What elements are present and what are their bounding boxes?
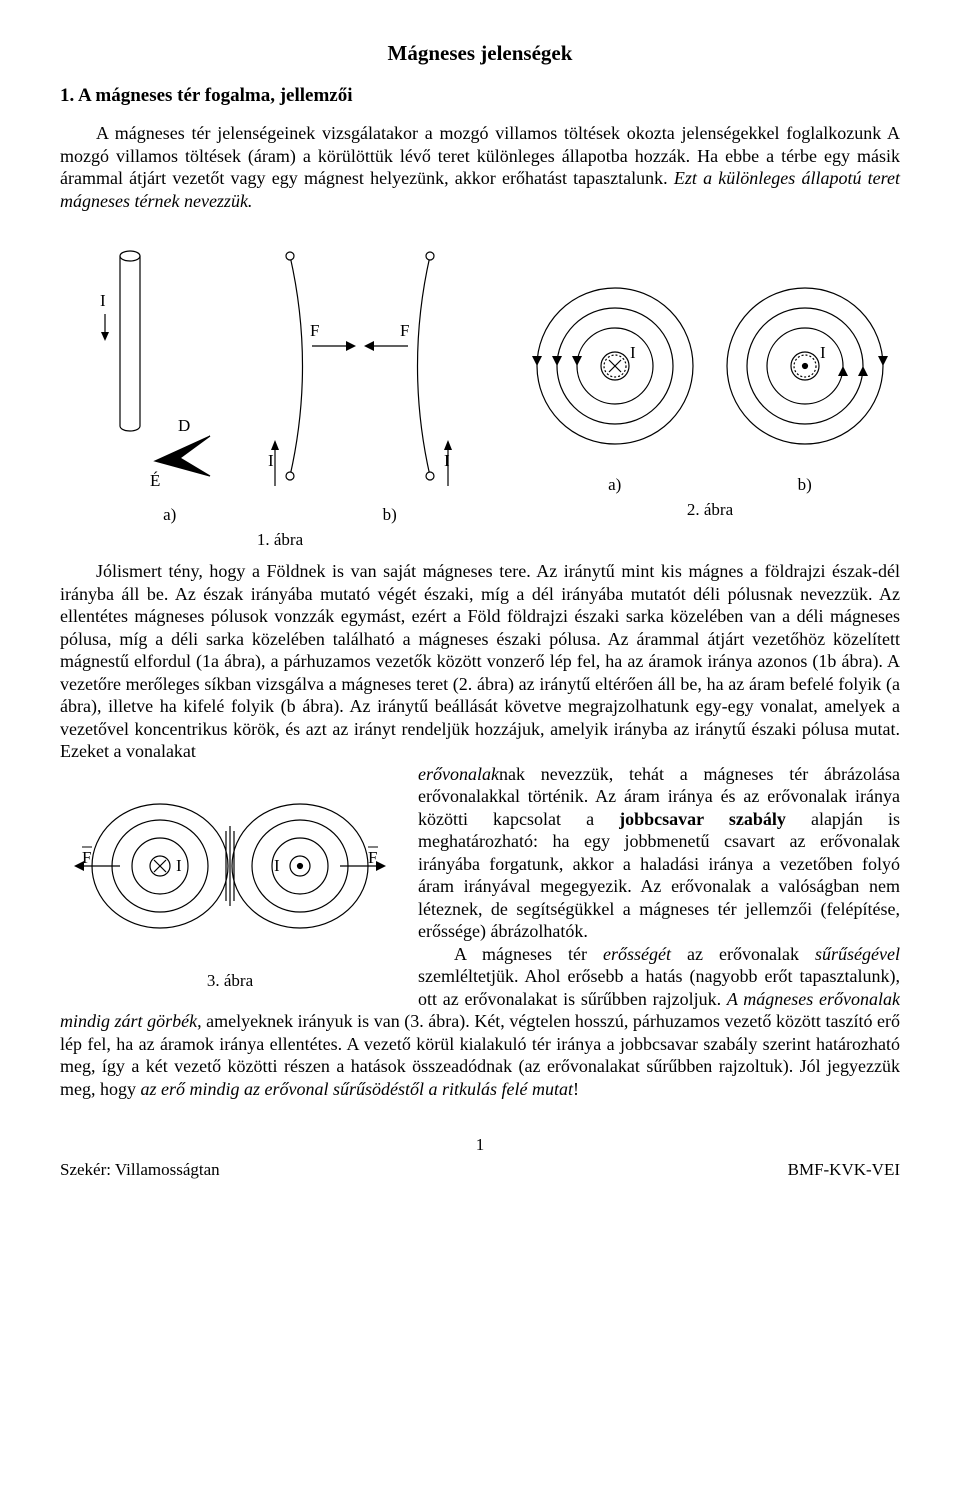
para3-text-1: A mágneses tér [454, 944, 603, 964]
svg-text:D: D [178, 416, 190, 435]
para2-text-1: Jólismert tény, hogy a Földnek is van sa… [60, 561, 900, 761]
para2-bold1: jobb­csavar szabály [619, 809, 786, 829]
fig2-caption: 2. ábra [520, 499, 900, 520]
paragraph-2-wrap: Jólismert tény, hogy a Földnek is van sa… [60, 560, 900, 1106]
footer-right: BMF-KVK-VEI [788, 1159, 900, 1180]
fig1-label-b: b) [383, 504, 397, 525]
paragraph-2: Jólismert tény, hogy a Földnek is van sa… [60, 560, 900, 763]
figure-row-1-2: I D É [60, 236, 900, 550]
figure-2: I I a) b) [520, 266, 900, 520]
fig2-label-b: b) [798, 474, 812, 495]
svg-text:I: I [820, 343, 826, 362]
paragraph-1: A mágneses tér jelenségeinek vizsgálatak… [60, 122, 900, 212]
svg-text:I: I [176, 856, 182, 875]
para3-em1: erősségét [603, 944, 671, 964]
fig1-label-a: a) [163, 504, 176, 525]
para2-em1: erő­vonalak [418, 764, 499, 784]
fig1-sublabels: a) b) [60, 504, 500, 525]
svg-text:F: F [400, 321, 409, 340]
footer-left: Szekér: Villamosságtan [60, 1159, 220, 1180]
svg-text:I: I [274, 856, 280, 875]
para3-em4: az erő mindig az erővonal sűrűsödéstől a… [141, 1079, 573, 1099]
figure-1: I D É [60, 236, 500, 550]
figure-3: I I F F [60, 771, 400, 992]
fig2-label-a: a) [608, 474, 621, 495]
svg-text:I: I [444, 451, 450, 470]
page-title: Mágneses jelenségek [60, 40, 900, 66]
para3-em2: sűrűségével [815, 944, 900, 964]
para3-text-2: az erővonalak [671, 944, 815, 964]
fig1-caption: 1. ábra [60, 529, 500, 550]
svg-text:I: I [268, 451, 274, 470]
svg-text:I: I [100, 291, 106, 310]
svg-text:É: É [150, 471, 160, 490]
para3-text-5: ! [573, 1079, 579, 1099]
footer: Szekér: Villamosságtan BMF-KVK-VEI [60, 1159, 900, 1180]
svg-text:I: I [630, 343, 636, 362]
svg-text:F: F [310, 321, 319, 340]
page-number: 1 [60, 1134, 900, 1155]
fig2-sublabels: a) b) [520, 474, 900, 495]
section-heading: 1. A mágneses tér fogalma, jellemzői [60, 84, 900, 108]
fig3-caption: 3. ábra [60, 970, 400, 991]
